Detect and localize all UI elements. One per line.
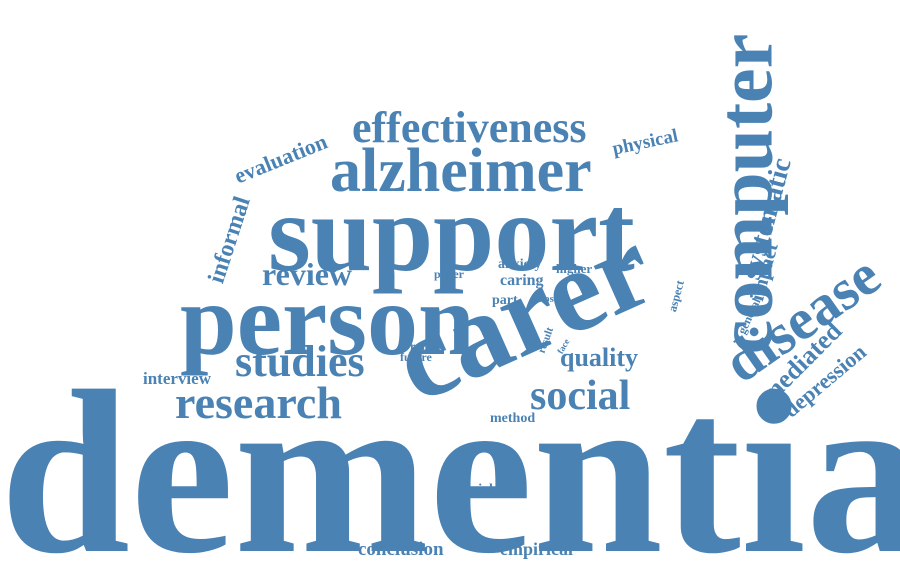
word-interview: interview bbox=[143, 369, 211, 388]
word-most: most bbox=[535, 293, 558, 305]
word-research: research bbox=[175, 377, 342, 428]
word-physical: physical bbox=[610, 125, 680, 160]
word-part: part bbox=[492, 293, 518, 308]
word-conclusion: conclusion bbox=[358, 539, 444, 560]
word-aspect: aspect bbox=[665, 278, 687, 314]
word-variable: variable bbox=[458, 482, 507, 497]
word-anxiety: anxiety bbox=[498, 257, 542, 272]
word-empirical: empirical bbox=[500, 539, 573, 559]
word-quality: quality bbox=[560, 343, 639, 372]
word-review: review bbox=[262, 256, 353, 292]
word-person: person bbox=[180, 264, 475, 377]
word-method: method bbox=[490, 411, 536, 426]
word-dementia: dementia bbox=[0, 342, 900, 562]
word-support: support bbox=[268, 172, 635, 294]
word-social: social bbox=[530, 373, 631, 419]
word-future: future bbox=[400, 350, 432, 364]
word-higher: higher bbox=[556, 261, 593, 276]
word-studies: studies bbox=[235, 337, 365, 386]
word-alzheimer: alzheimer bbox=[330, 137, 592, 205]
word-effectiveness: effectiveness bbox=[352, 103, 587, 152]
word-range: range bbox=[410, 339, 440, 353]
word-paper: paper bbox=[434, 267, 464, 281]
word-caring: caring bbox=[500, 272, 544, 289]
